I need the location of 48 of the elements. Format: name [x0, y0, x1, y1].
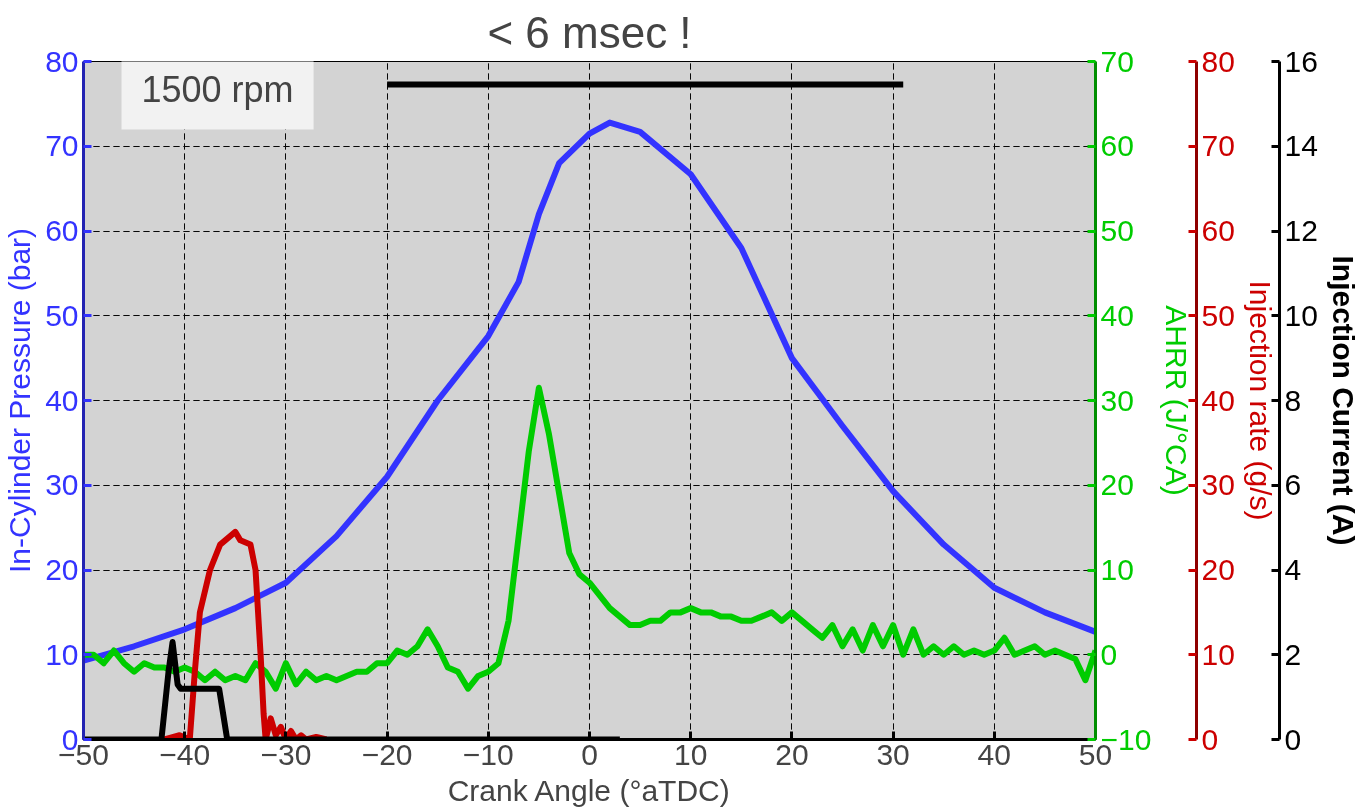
y-tick-label: 70 [45, 129, 79, 163]
y3-tick-label: 40 [1201, 383, 1235, 417]
y2-tick-label: 20 [1100, 468, 1134, 502]
x-tick-label: −40 [159, 737, 211, 771]
x-tick-label: 20 [775, 737, 809, 771]
y3-tick-label: 70 [1201, 129, 1235, 163]
y-tick-label: 12 [1284, 214, 1318, 247]
y2-tick-label: 70 [1100, 44, 1134, 78]
x-tick-label: 40 [977, 737, 1011, 771]
y-tick-label: 10 [45, 637, 79, 671]
y3-tick-label: 50 [1201, 298, 1235, 332]
x-tick-label: 0 [581, 737, 598, 771]
y-tick-label: 80 [45, 44, 79, 78]
y2-tick-label: 0 [1100, 637, 1118, 671]
annotation: 1500 rpm [141, 68, 294, 110]
x-tick-label: −20 [361, 737, 413, 771]
y-tick-label: 30 [45, 468, 79, 502]
y3-tick-label: 60 [1201, 214, 1235, 247]
y2-axis-title: AHRR (J/°CA) [1160, 305, 1194, 496]
y2-tick-label: 40 [1100, 298, 1134, 332]
y-tick-label: 4 [1284, 553, 1302, 586]
y2-tick-label: 50 [1100, 214, 1134, 247]
y-tick-label: 8 [1284, 383, 1302, 417]
y-tick-label: 60 [45, 214, 79, 247]
y3-tick-label: 30 [1201, 468, 1235, 502]
y-tick-label: 16 [1284, 44, 1318, 78]
x-tick-label: 10 [674, 737, 708, 771]
y-axis-title: Injection Current (A) [1326, 255, 1360, 546]
y-tick-label: 20 [45, 553, 79, 586]
y-tick-label: 40 [45, 383, 79, 417]
y-tick-label: 50 [45, 298, 79, 332]
y3-tick-label: 20 [1201, 553, 1235, 586]
y-tick-label: 14 [1284, 129, 1318, 163]
x-tick-label: −10 [462, 737, 514, 771]
y-tick-label: 2 [1284, 637, 1302, 671]
y-axis-title: In-Cylinder Pressure (bar) [3, 227, 37, 574]
y3-tick-label: 80 [1201, 44, 1235, 78]
y2-tick-label: 30 [1100, 383, 1134, 417]
x-tick-label: −30 [260, 737, 312, 771]
x-axis-title: Crank Angle (°aTDC) [447, 773, 730, 807]
y-tick-label: 6 [1284, 468, 1302, 502]
y3-axis-title: Injection rate (g/s) [1243, 280, 1277, 521]
y2-tick-label: 10 [1100, 553, 1134, 586]
x-tick-label: 30 [876, 737, 910, 771]
y3-tick-label: 10 [1201, 637, 1235, 671]
y2-tick-label: 60 [1100, 129, 1134, 163]
y-tick-label: 10 [1284, 298, 1318, 332]
text: < 6 msec ! [487, 7, 692, 57]
